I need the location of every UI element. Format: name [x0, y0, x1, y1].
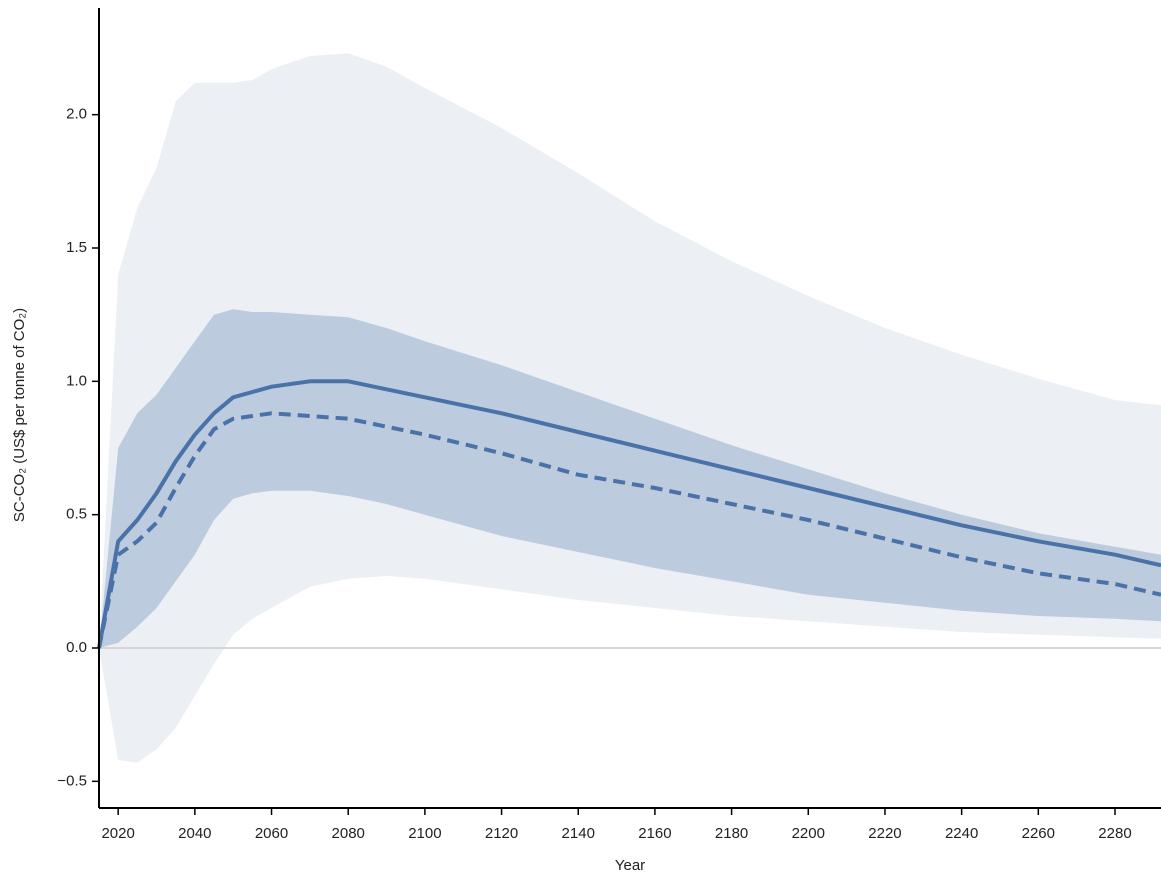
y-tick-label: 0.0	[66, 639, 87, 656]
x-tick-label: 2220	[868, 825, 901, 842]
x-tick-label: 2180	[715, 825, 748, 842]
x-tick-label: 2140	[562, 825, 595, 842]
x-tick-label: 2020	[101, 825, 134, 842]
y-tick-label: 1.5	[66, 239, 87, 256]
x-tick-label: 2060	[255, 825, 288, 842]
y-axis-label: SC-CO₂ (US$ per tonne of CO₂)	[11, 308, 28, 522]
series-line	[97, 379, 1161, 649]
uncertainty-band	[99, 309, 1161, 648]
x-tick-label: 2240	[945, 825, 978, 842]
x-tick-label: 2100	[408, 825, 441, 842]
series-line	[97, 411, 1161, 649]
x-tick-label: 2200	[792, 825, 825, 842]
y-tick-label: 2.0	[66, 106, 87, 123]
y-tick-label: 1.0	[66, 372, 87, 389]
x-tick-label: 2160	[638, 825, 671, 842]
x-tick-label: 2280	[1098, 825, 1131, 842]
x-tick-label: 2260	[1022, 825, 1055, 842]
y-tick-label: −0.5	[57, 772, 87, 789]
y-tick-label: 0.5	[66, 506, 87, 523]
x-tick-label: 2040	[178, 825, 211, 842]
x-axis-label: Year	[615, 857, 645, 874]
x-tick-label: 2120	[485, 825, 518, 842]
x-tick-label: 2080	[332, 825, 365, 842]
